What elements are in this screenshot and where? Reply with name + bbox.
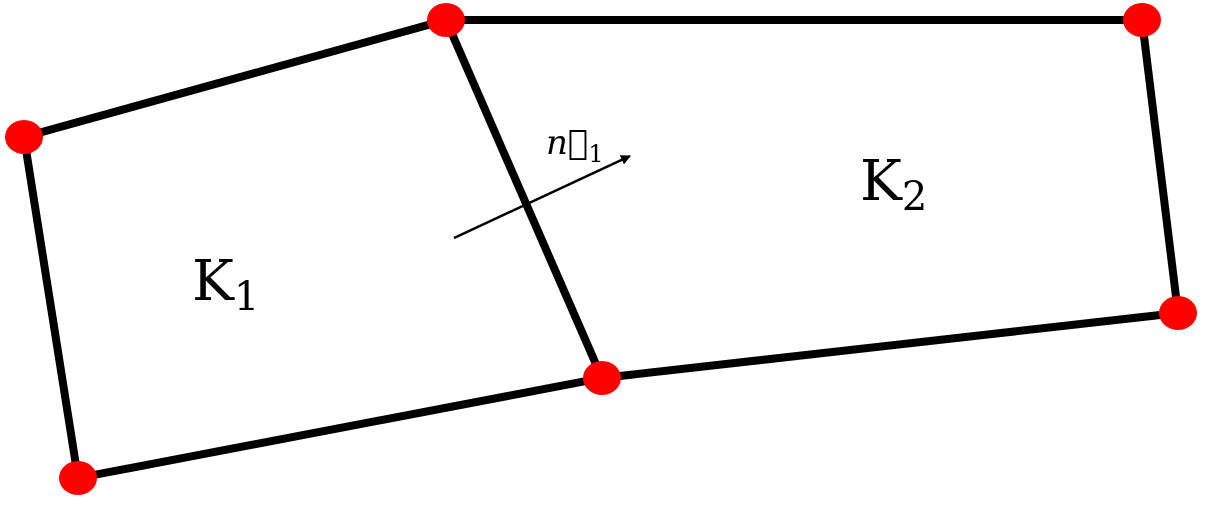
node-top-middle xyxy=(427,3,465,37)
edge-k1-top xyxy=(20,16,450,141)
cell-k2-letter: K xyxy=(860,149,903,214)
cell-k1-letter: K xyxy=(192,249,235,314)
edge-k1-bottom xyxy=(74,374,606,482)
edge-shared-interface xyxy=(442,16,606,382)
node-bottom-middle xyxy=(583,361,621,395)
normal-vector-symbol: n⃗ xyxy=(546,123,588,163)
mesh-nodes xyxy=(5,3,1197,495)
edge-k2-right xyxy=(1138,16,1182,317)
normal-vector-label: n⃗1 xyxy=(546,123,604,168)
cell-k1-subscript: 1 xyxy=(234,274,259,320)
edge-k2-bottom xyxy=(598,309,1182,382)
node-bottom-left xyxy=(59,461,97,495)
mesh-edges xyxy=(20,16,1182,482)
node-left xyxy=(5,120,43,154)
normal-vector-subscript: 1 xyxy=(588,140,603,168)
node-right xyxy=(1159,296,1197,330)
cell-label-k1: K1 xyxy=(192,249,259,320)
cell-k2-subscript: 2 xyxy=(902,174,927,220)
cell-label-k2: K2 xyxy=(860,149,927,220)
normal-vector-arrow xyxy=(453,154,631,240)
node-top-right xyxy=(1123,3,1161,37)
edge-k1-left xyxy=(20,133,82,482)
